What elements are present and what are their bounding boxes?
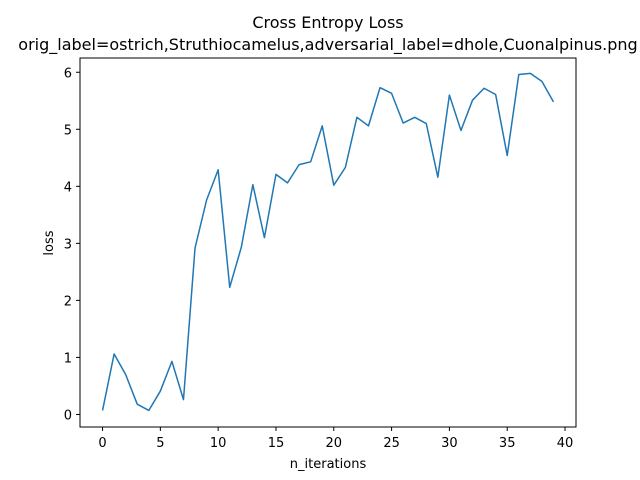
x-tick-label: 10: [210, 436, 227, 451]
x-tick-label: 15: [268, 436, 285, 451]
x-tick-label: 5: [156, 436, 164, 451]
x-tick-label: 30: [441, 436, 458, 451]
x-tick-label: 35: [499, 436, 516, 451]
x-tick-label: 25: [383, 436, 400, 451]
chart-title: Cross Entropy Loss: [252, 13, 403, 32]
x-tick-label: 20: [326, 436, 343, 451]
x-tick-label: 0: [98, 436, 106, 451]
y-tick-label: 6: [64, 66, 72, 81]
y-tick-label: 5: [64, 123, 72, 138]
y-tick-label: 2: [64, 294, 72, 309]
chart-subtitle: orig_label=ostrich,Struthiocamelus,adver…: [18, 35, 637, 55]
x-axis-label: n_iterations: [290, 457, 367, 472]
x-axis-ticks: 0 5 10 15 20 25 30 35 40: [98, 427, 573, 451]
y-tick-label: 0: [64, 408, 72, 423]
series-line: [101, 72, 555, 412]
x-tick-label: 40: [557, 436, 574, 451]
y-tick-label: 4: [64, 180, 72, 195]
series-layer: [101, 72, 555, 412]
y-tick-label: 1: [64, 351, 72, 366]
y-tick-label: 3: [64, 237, 72, 252]
y-axis-ticks: 0 1 2 3 4 5 6: [64, 66, 80, 423]
plot-area-frame: [79, 57, 577, 428]
y-axis-label: loss: [42, 230, 57, 255]
